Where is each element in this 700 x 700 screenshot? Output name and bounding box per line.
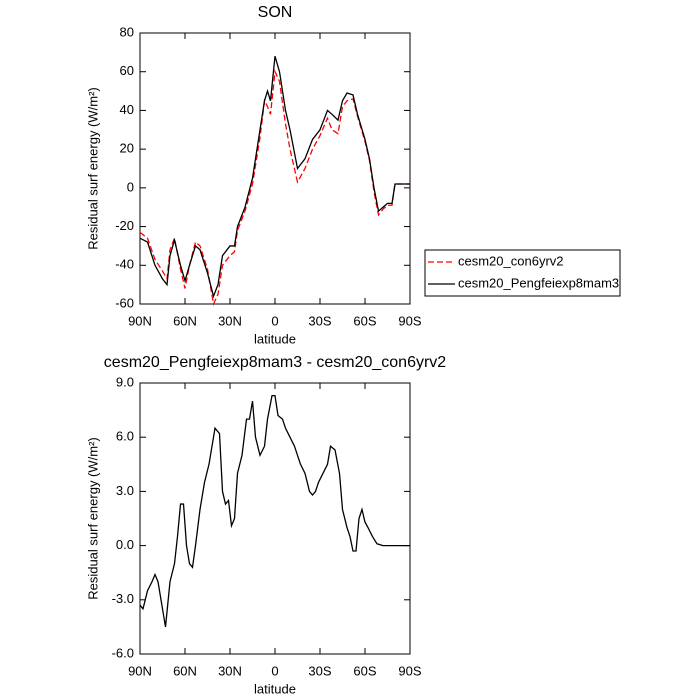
plot-frame [139, 382, 411, 655]
y-tick-label: 6.0 [116, 429, 134, 444]
y-tick-label: 3.0 [116, 483, 134, 498]
y-tick-label: 0.0 [116, 537, 134, 552]
y-tick-label: 60 [120, 63, 134, 78]
data-line [139, 69, 410, 307]
chart-panel: cesm20_Pengfeiexp8mam3 - cesm20_con6yrv2… [85, 354, 446, 696]
x-tick-label: 30S [308, 313, 331, 328]
x-tick-label: 90N [128, 313, 152, 328]
legend-label: cesm20_Pengfeiexp8mam3 [458, 275, 619, 290]
legend-label: cesm20_con6yrv2 [458, 253, 564, 268]
x-tick-label: 30S [308, 663, 331, 678]
chart-panel: SON latitude Residual surf energy (W/m²) 90… [85, 4, 621, 346]
chart-title: SON [258, 4, 293, 21]
x-tick-label: 90N [128, 663, 152, 678]
y-tick-label: -60 [115, 295, 134, 310]
x-tick-label: 30N [218, 663, 242, 678]
x-axis-label: latitude [254, 331, 296, 346]
chart-title: cesm20_Pengfeiexp8mam3 - cesm20_con6yrv2 [104, 354, 447, 371]
x-tick-label: 0 [271, 313, 278, 328]
x-tick-label: 30N [218, 313, 242, 328]
x-tick-label: 60N [173, 313, 197, 328]
y-tick-label: -40 [115, 257, 134, 272]
x-tick-label: 60N [173, 663, 197, 678]
y-tick-label: -6.0 [112, 645, 134, 660]
y-tick-label: 40 [120, 102, 134, 117]
x-tick-label: 60S [353, 663, 376, 678]
x-tick-label: 90S [398, 313, 421, 328]
y-tick-label: 80 [120, 24, 134, 39]
y-axis-label: Residual surf energy (W/m²) [85, 437, 100, 600]
y-tick-label: -3.0 [112, 591, 134, 606]
x-tick-label: 90S [398, 663, 421, 678]
x-tick-label: 0 [271, 663, 278, 678]
legend: cesm20_con6yrv2 cesm20_Pengfeiexp8mam3 [424, 249, 621, 297]
y-tick-label: 20 [120, 141, 134, 156]
y-axis-label: Residual surf energy (W/m²) [85, 87, 100, 250]
x-axis-label: latitude [254, 681, 296, 696]
x-tick-label: 60S [353, 313, 376, 328]
data-line [139, 395, 410, 628]
y-tick-label: -20 [115, 218, 134, 233]
legend-box [424, 249, 621, 297]
y-tick-label: 9.0 [116, 374, 134, 389]
y-tick-label: 0 [127, 179, 134, 194]
data-line [139, 56, 410, 299]
